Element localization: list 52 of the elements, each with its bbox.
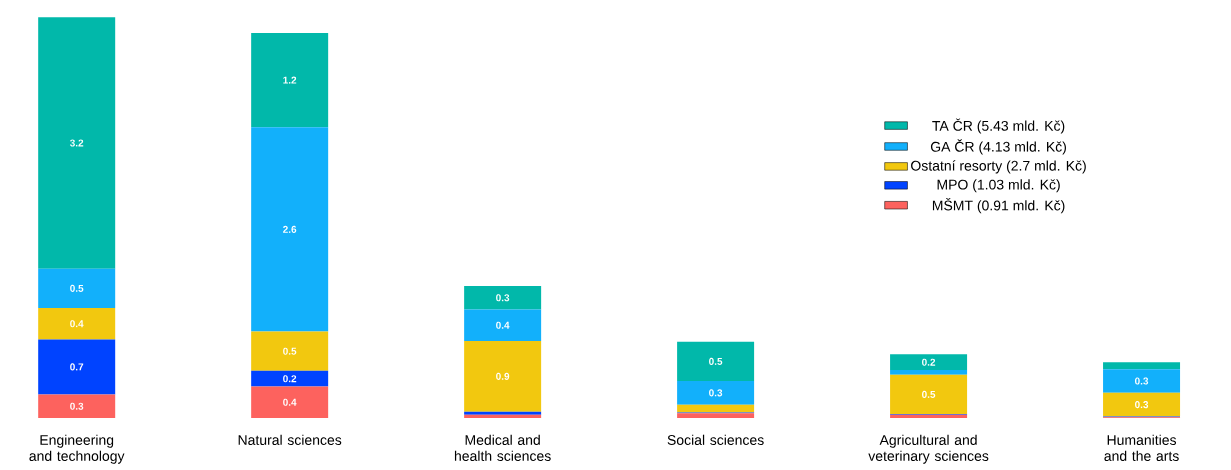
data-label: 0.7 — [70, 363, 84, 371]
bar — [890, 370, 968, 375]
x-tick-label: Humanities and the arts — [1104, 434, 1179, 461]
bar — [251, 331, 329, 371]
data-label: 0.2 — [283, 375, 297, 383]
data-label: 0.5 — [70, 284, 84, 292]
data-label: 0.9 — [496, 372, 510, 380]
bar — [464, 309, 542, 341]
bar — [1103, 369, 1181, 393]
bar — [890, 354, 968, 371]
bar — [677, 413, 755, 418]
x-tick-label: Agricultural and veterinary sciences — [868, 434, 989, 464]
data-label: 0.2 — [922, 358, 936, 366]
bar — [677, 341, 755, 382]
data-label: 0.4 — [283, 398, 297, 406]
bar — [464, 285, 542, 310]
data-label: 0.3 — [1135, 377, 1149, 385]
bar — [464, 340, 542, 412]
bar — [251, 386, 329, 418]
bar — [38, 307, 116, 340]
legend-label: Ostatní resorty (2.7 mld. Kč) — [911, 160, 1086, 174]
bar — [890, 374, 968, 415]
bar — [251, 32, 329, 128]
legend-label: GA ČR (4.13 mld. Kč) — [930, 139, 1066, 155]
data-label: 0.5 — [283, 347, 297, 355]
bar — [1103, 362, 1181, 370]
legend-label: TA ČR (5.43 mld. Kč) — [932, 118, 1065, 134]
bar — [251, 370, 329, 387]
data-label: 0.5 — [709, 357, 723, 365]
data-label: 1.2 — [283, 76, 297, 84]
legend-label: MPO (1.03 mld. Kč) — [937, 179, 1060, 193]
x-tick-label: Social sciences — [667, 434, 764, 445]
bar — [1103, 392, 1181, 417]
data-label: 0.3 — [70, 402, 84, 410]
bar — [38, 394, 116, 418]
legend-label: MŠMT (0.91 mld. Kč) — [932, 198, 1065, 214]
data-label: 0.4 — [496, 321, 510, 329]
bar — [38, 17, 116, 269]
data-label: 2.6 — [283, 225, 297, 233]
bar — [677, 381, 755, 405]
data-label: 0.3 — [1135, 401, 1149, 409]
data-label: 3.2 — [69, 139, 84, 147]
bar — [38, 268, 116, 308]
bar — [251, 127, 329, 332]
x-tick-label: Engineering and technology — [29, 434, 125, 464]
bar — [38, 339, 116, 395]
x-tick-label: Medical and health sciences — [454, 434, 551, 461]
data-label: 0.5 — [922, 390, 936, 398]
data-label: 0.3 — [496, 294, 510, 302]
x-tick-label: Natural sciences — [238, 434, 342, 445]
data-label: 0.3 — [709, 389, 723, 397]
data-label: 0.4 — [70, 320, 84, 328]
